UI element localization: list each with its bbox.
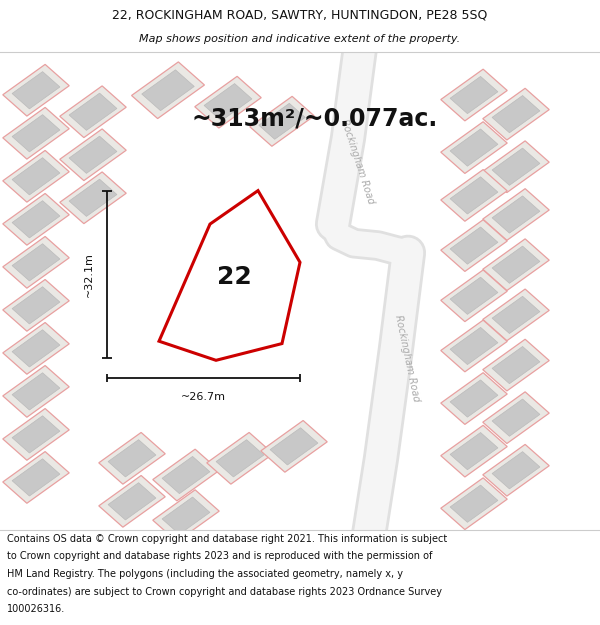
- Text: Contains OS data © Crown copyright and database right 2021. This information is : Contains OS data © Crown copyright and d…: [7, 534, 448, 544]
- Polygon shape: [492, 296, 540, 334]
- Polygon shape: [69, 93, 117, 131]
- Polygon shape: [162, 497, 210, 534]
- Polygon shape: [3, 107, 69, 159]
- Polygon shape: [450, 485, 498, 522]
- Text: 100026316.: 100026316.: [7, 604, 65, 614]
- Text: ~313m²/~0.077ac.: ~313m²/~0.077ac.: [192, 107, 438, 131]
- Polygon shape: [441, 220, 507, 271]
- Polygon shape: [3, 366, 69, 418]
- Polygon shape: [270, 428, 318, 465]
- Polygon shape: [483, 239, 549, 291]
- Polygon shape: [12, 287, 60, 324]
- Text: ~26.7m: ~26.7m: [181, 392, 226, 402]
- Text: 22, ROCKINGHAM ROAD, SAWTRY, HUNTINGDON, PE28 5SQ: 22, ROCKINGHAM ROAD, SAWTRY, HUNTINGDON,…: [112, 8, 488, 21]
- Polygon shape: [207, 432, 273, 484]
- Text: Rockingham Road: Rockingham Road: [339, 118, 376, 206]
- Polygon shape: [492, 148, 540, 186]
- Polygon shape: [12, 416, 60, 453]
- Polygon shape: [195, 76, 261, 128]
- Polygon shape: [441, 425, 507, 477]
- Polygon shape: [450, 380, 498, 417]
- Polygon shape: [12, 158, 60, 195]
- Polygon shape: [492, 246, 540, 283]
- Polygon shape: [60, 129, 126, 181]
- Polygon shape: [99, 432, 165, 484]
- Text: 22: 22: [217, 264, 251, 289]
- Polygon shape: [441, 69, 507, 121]
- Polygon shape: [162, 456, 210, 494]
- Polygon shape: [492, 399, 540, 436]
- Polygon shape: [3, 236, 69, 288]
- Polygon shape: [99, 476, 165, 527]
- Polygon shape: [483, 88, 549, 140]
- Polygon shape: [250, 96, 314, 146]
- Polygon shape: [483, 141, 549, 192]
- Polygon shape: [483, 444, 549, 496]
- Text: HM Land Registry. The polygons (including the associated geometry, namely x, y: HM Land Registry. The polygons (includin…: [7, 569, 403, 579]
- Text: Rockingham Road: Rockingham Road: [392, 314, 421, 402]
- Polygon shape: [450, 432, 498, 470]
- Polygon shape: [483, 339, 549, 391]
- Polygon shape: [12, 459, 60, 496]
- Polygon shape: [216, 440, 264, 477]
- Polygon shape: [12, 114, 60, 152]
- Polygon shape: [3, 322, 69, 374]
- Polygon shape: [441, 372, 507, 424]
- Text: to Crown copyright and database rights 2023 and is reproduced with the permissio: to Crown copyright and database rights 2…: [7, 551, 433, 561]
- Polygon shape: [450, 177, 498, 214]
- Polygon shape: [450, 76, 498, 114]
- Polygon shape: [483, 189, 549, 241]
- Polygon shape: [492, 96, 540, 132]
- Polygon shape: [261, 421, 327, 472]
- Polygon shape: [492, 452, 540, 489]
- Polygon shape: [259, 103, 305, 139]
- Polygon shape: [3, 409, 69, 460]
- Polygon shape: [483, 392, 549, 444]
- Polygon shape: [108, 440, 156, 477]
- Polygon shape: [3, 279, 69, 331]
- Polygon shape: [69, 136, 117, 173]
- Polygon shape: [204, 84, 252, 121]
- Polygon shape: [69, 179, 117, 216]
- Polygon shape: [12, 244, 60, 281]
- Polygon shape: [450, 227, 498, 264]
- Polygon shape: [3, 452, 69, 503]
- Polygon shape: [108, 482, 156, 520]
- Polygon shape: [131, 62, 205, 119]
- Polygon shape: [441, 270, 507, 322]
- Polygon shape: [441, 169, 507, 221]
- Text: co-ordinates) are subject to Crown copyright and database rights 2023 Ordnance S: co-ordinates) are subject to Crown copyr…: [7, 586, 442, 596]
- Polygon shape: [3, 64, 69, 116]
- Polygon shape: [60, 86, 126, 138]
- Polygon shape: [441, 320, 507, 372]
- Polygon shape: [153, 490, 219, 541]
- Polygon shape: [12, 201, 60, 238]
- Polygon shape: [60, 172, 126, 224]
- Polygon shape: [441, 478, 507, 529]
- Polygon shape: [159, 191, 300, 360]
- Text: Map shows position and indicative extent of the property.: Map shows position and indicative extent…: [139, 34, 461, 44]
- Polygon shape: [12, 72, 60, 109]
- Polygon shape: [492, 196, 540, 233]
- Polygon shape: [153, 449, 219, 501]
- Text: ~32.1m: ~32.1m: [84, 252, 94, 297]
- Polygon shape: [142, 70, 194, 111]
- Polygon shape: [492, 346, 540, 384]
- Polygon shape: [441, 122, 507, 174]
- Polygon shape: [12, 372, 60, 410]
- Polygon shape: [3, 194, 69, 245]
- Polygon shape: [450, 129, 498, 166]
- Polygon shape: [450, 277, 498, 314]
- Polygon shape: [450, 328, 498, 364]
- Polygon shape: [12, 330, 60, 367]
- Polygon shape: [3, 151, 69, 202]
- Polygon shape: [483, 289, 549, 341]
